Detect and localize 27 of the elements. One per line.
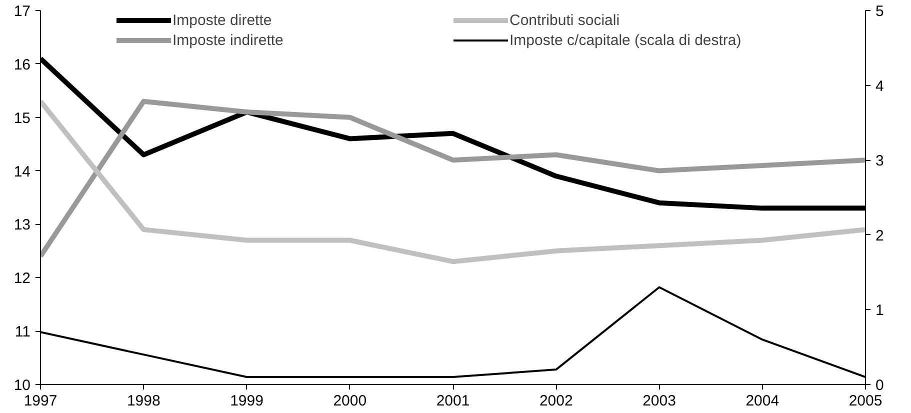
legend-label: Imposte indirette bbox=[172, 32, 284, 48]
legend-label: Imposte c/capitale (scala di destra) bbox=[510, 32, 742, 48]
x-tick-label: 2001 bbox=[436, 392, 470, 410]
y2-tick-label: 2 bbox=[876, 227, 884, 244]
y2-tick-label: 0 bbox=[876, 377, 884, 394]
y-tick-label: 17 bbox=[14, 3, 31, 20]
x-tick-label: 2002 bbox=[539, 392, 573, 410]
y-tick-label: 11 bbox=[14, 324, 31, 341]
y-tick-label: 13 bbox=[14, 216, 31, 234]
x-tick-label: 2005 bbox=[848, 392, 882, 410]
x-tick-label: 2000 bbox=[333, 392, 367, 410]
y2-tick-label: 1 bbox=[876, 302, 884, 320]
x-tick-label: 1998 bbox=[126, 392, 160, 410]
legend-label: Imposte dirette bbox=[172, 12, 273, 28]
x-tick-label: 1997 bbox=[24, 392, 58, 410]
y2-tick-label: 5 bbox=[876, 3, 884, 20]
x-tick-label: 1999 bbox=[230, 392, 264, 410]
y-tick-label: 12 bbox=[14, 270, 31, 288]
legend-label: Contributi sociali bbox=[510, 12, 621, 28]
x-tick-label: 2004 bbox=[746, 392, 780, 410]
y-tick-label: 10 bbox=[14, 377, 31, 394]
y2-tick-label: 4 bbox=[876, 78, 884, 95]
y-tick-label: 16 bbox=[14, 56, 31, 74]
x-tick-label: 2003 bbox=[642, 392, 676, 410]
y-tick-label: 15 bbox=[14, 110, 31, 127]
y2-tick-label: 3 bbox=[876, 152, 884, 170]
y-tick-label: 14 bbox=[14, 163, 31, 180]
